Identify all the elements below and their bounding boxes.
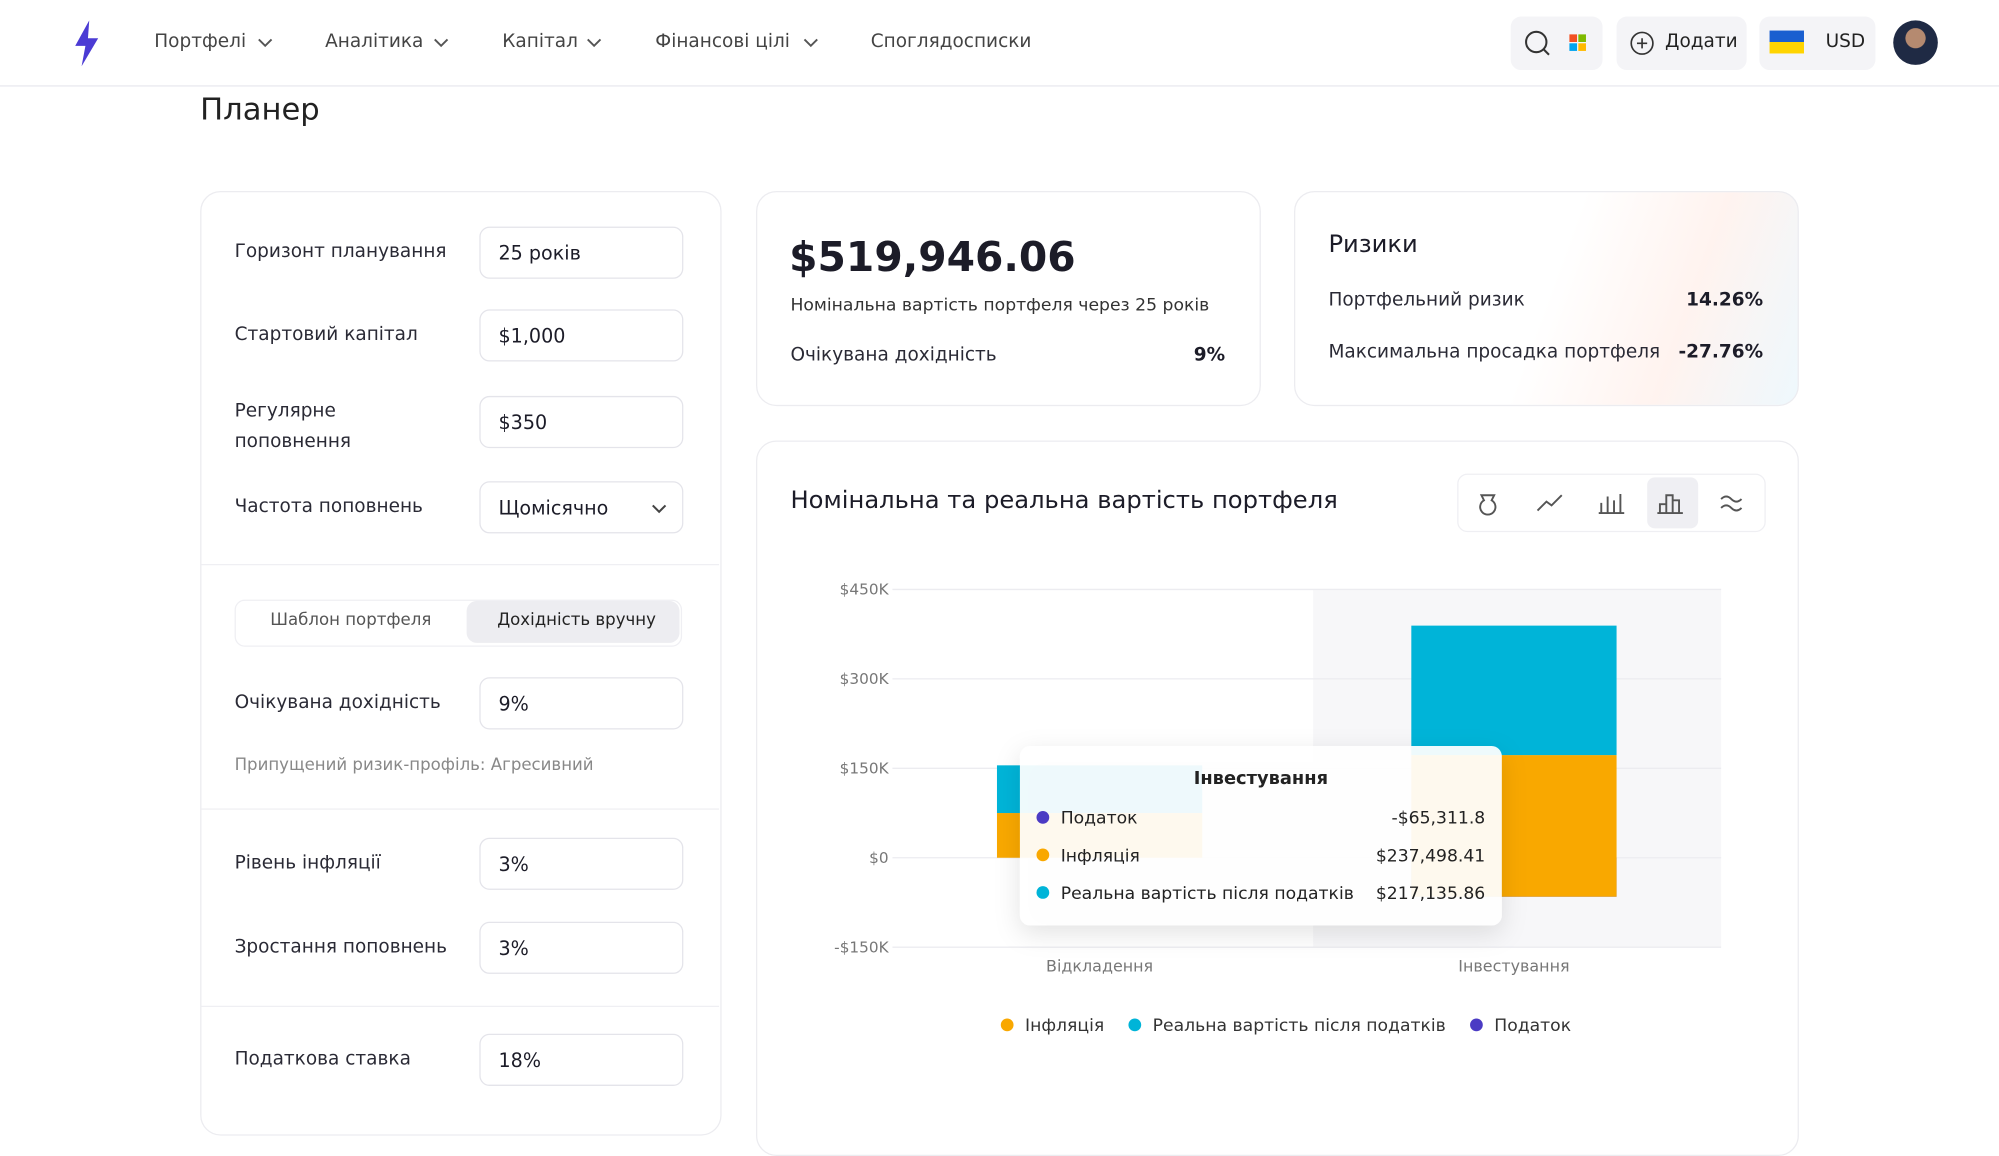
legend-dot [1000,1018,1014,1032]
flag [1769,30,1804,43]
nav-item[interactable]: Аналітика [325,31,424,53]
chart-title: Номінальна та реальна вартість портфеля [790,486,1338,515]
tooltip-label: Інфляція [1061,846,1140,866]
chart-type-icons [1479,493,1743,516]
risk-label: Максимальна просадка портфеля [1328,342,1661,363]
risk-title: Ризики [1328,230,1418,259]
legend-label: Реальна вартість після податків [1153,1016,1446,1036]
summary-card [756,190,1261,407]
tooltip-label: Податок [1061,809,1138,829]
caption: Номінальна вартість портфеля через 25 ро… [790,295,1210,316]
form-card [200,190,722,1136]
field-input[interactable]: $350 [479,395,684,449]
y-tick-label: $0 [869,849,888,867]
nav-item[interactable]: Фінансові цілі [655,31,790,53]
legend-dot [1128,1018,1142,1032]
tooltip [1019,746,1502,926]
return-label: Очікувана дохідність [790,345,997,366]
tabs [234,599,683,647]
search-box[interactable] [1510,16,1603,71]
y-tick-label: $300K [840,670,890,688]
logo[interactable] [71,20,102,67]
risk-value: 14.26% [1686,290,1764,311]
y-tick-label: $450K [840,581,890,599]
legend-label: Інфляція [1025,1016,1104,1036]
field-label: Очікувана дохідність [234,692,441,713]
avatar[interactable] [1893,20,1938,65]
field-label: Рівень інфляції [234,852,381,874]
field-select[interactable]: Щомісячно [479,481,684,534]
currency: USD [1825,31,1866,53]
field-label: Частота поповнень [234,496,423,517]
tooltip-dot [1036,886,1050,899]
add-label: Додати [1665,31,1738,53]
bar-segment [1411,625,1617,756]
nav-item[interactable]: Капітал [502,31,578,53]
field-label: Стартовий капітал [234,324,418,346]
nav-item[interactable]: Портфелі [154,31,247,53]
field-input[interactable]: 18% [479,1033,684,1086]
chart: -$150K $0 $150K $300K $450K Відкладення Інвест… [834,581,1722,1036]
field-input[interactable]: 3% [479,921,684,974]
chart-type-switcher[interactable] [1457,473,1766,533]
divider [201,808,720,810]
tooltip-title: Інвестування [1194,768,1328,789]
risk-card [1294,190,1799,407]
x-tick-label: Відкладення [1046,956,1153,975]
nav-border [0,85,1999,87]
field-label: Горизонт планування [234,241,447,263]
chevrons [258,38,818,48]
field-label: Податкова ставка [234,1049,411,1070]
tooltip-dot [1036,810,1050,824]
divider [201,1005,720,1008]
tooltip-label: Реальна вартість після податків [1061,884,1354,904]
page: Портфелі Аналітика Капітал Фінансові ціл… [0,16,1999,1156]
chevron [652,504,667,514]
y-tick-label: -$150K [834,938,889,956]
field-input[interactable]: 3% [479,837,684,890]
legend-dot [1470,1018,1483,1032]
tab[interactable]: Дохідність вручну [497,611,656,631]
field-label: Регулярне поповнення [234,401,352,452]
legend-label: Податок [1494,1016,1571,1036]
tooltip-value: -$65,311.8 [1392,809,1486,829]
risk-note: Припущений ризик-профіль: Агресивний [234,756,594,776]
tooltip-value: $217,135.86 [1376,884,1485,904]
tooltip-dot [1036,848,1050,862]
field-input[interactable]: $1,000 [479,309,684,362]
x-tick-label: Інвестування [1458,956,1569,975]
nav-item[interactable]: Споглядосписки [870,31,1032,53]
risk-label: Портфельний ризик [1328,290,1525,311]
return-value: 9% [1193,345,1226,366]
flag [1769,42,1804,54]
risk-value: -27.76% [1678,342,1764,363]
add-button[interactable]: Додати [1616,16,1747,71]
field-label: Зростання поповнень [234,937,448,958]
currency-select[interactable]: USD [1759,16,1876,71]
amount: $519,946.06 [789,232,1076,282]
y-tick-label: $150K [840,759,890,777]
field-input[interactable]: 25 років [479,226,684,279]
field-input[interactable]: 9% [479,677,684,730]
app: Портфелі Аналітика Капітал Фінансові ціл… [0,16,1999,1156]
tab[interactable]: Шаблон портфеля [270,611,432,631]
tab-active-bg [466,600,680,643]
divider [201,563,720,566]
page-title: Планер [200,91,320,128]
tooltip-value: $237,498.41 [1376,846,1485,866]
